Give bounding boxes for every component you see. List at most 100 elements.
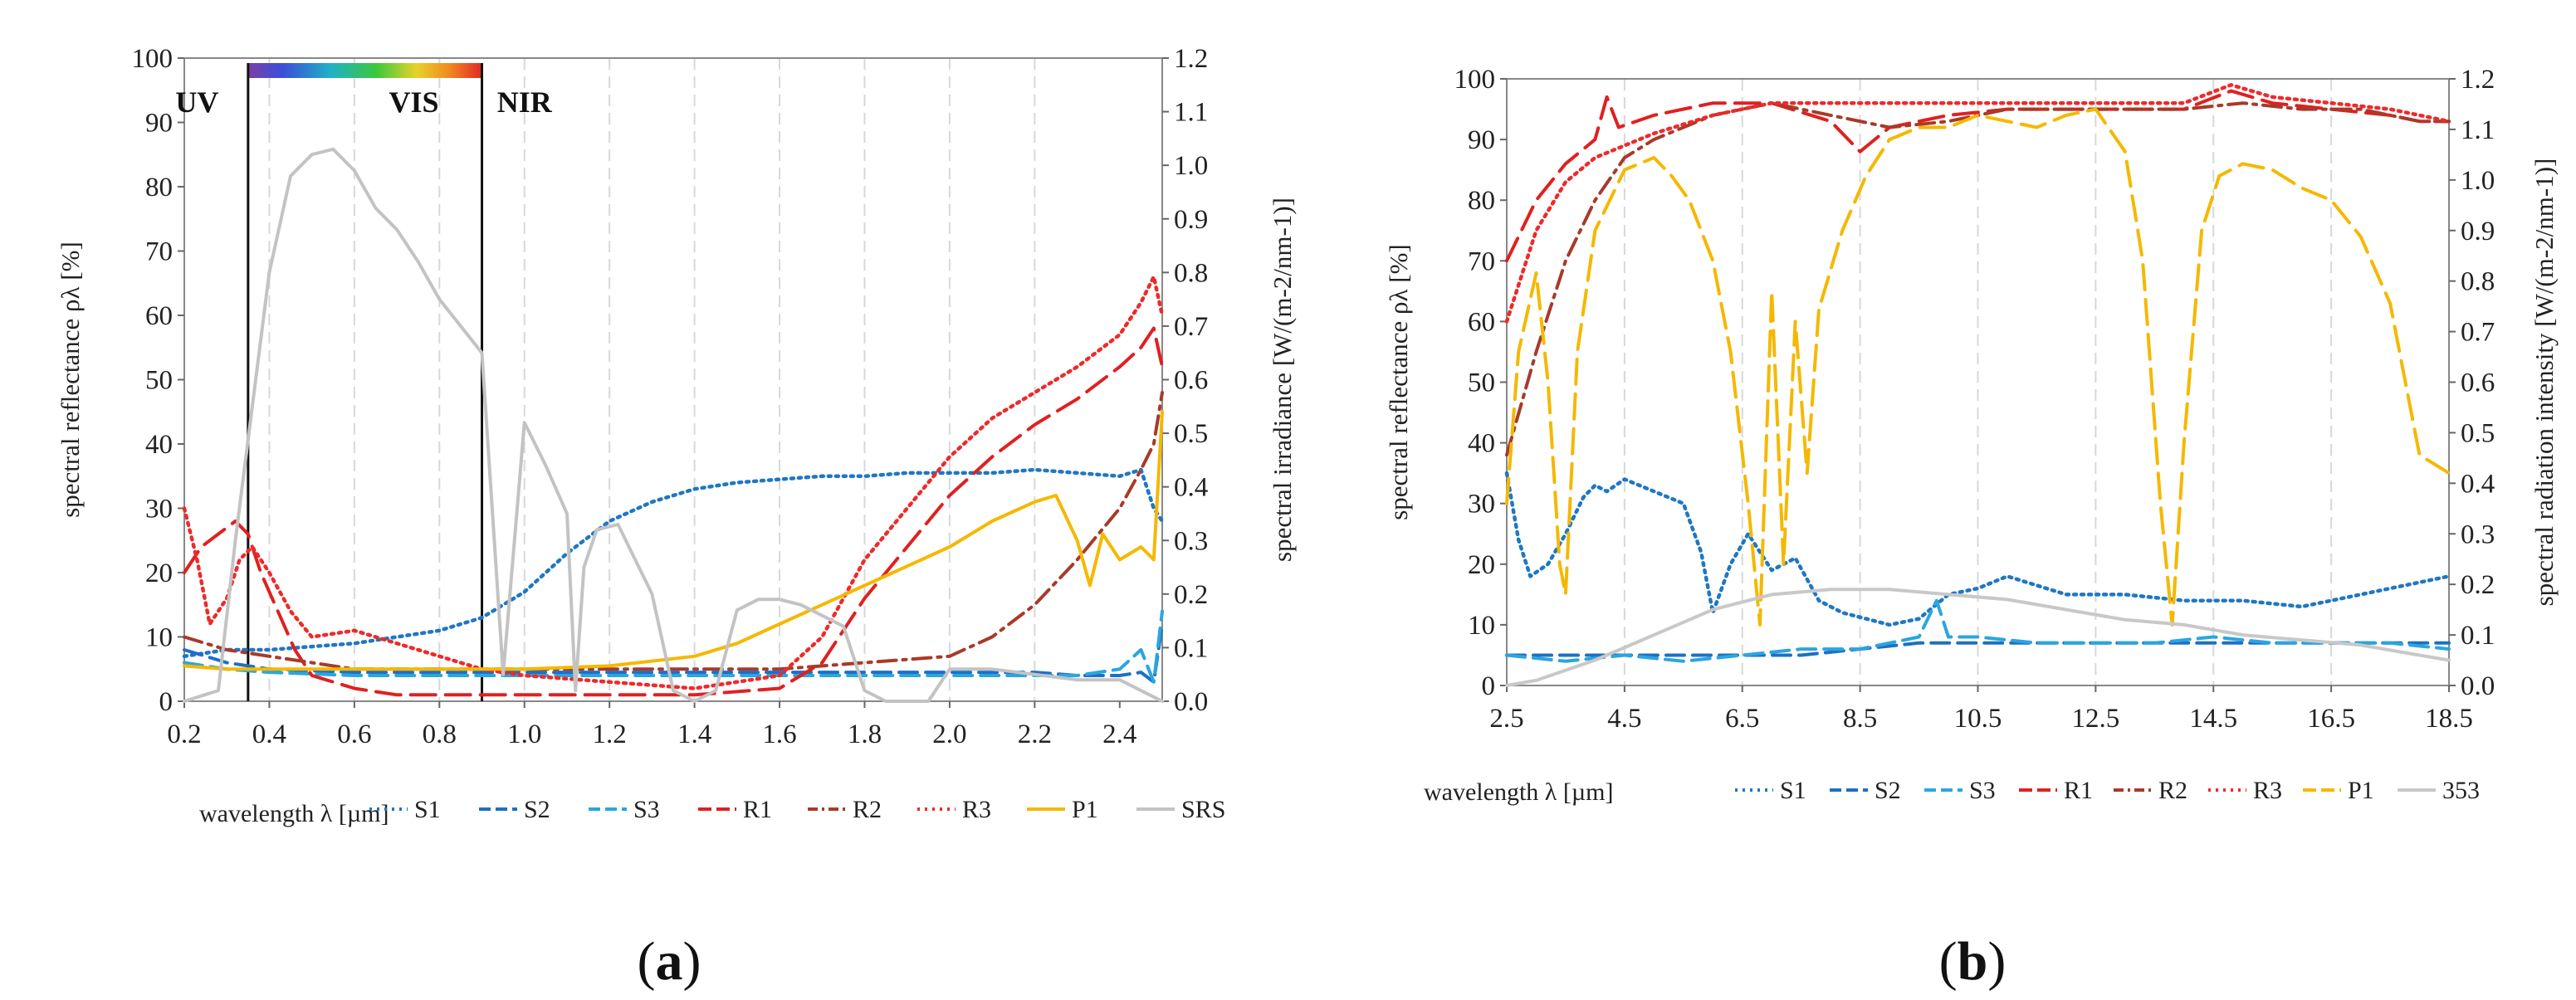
panel-a-chart: 0 10 20 30 40 50 60 70 80 90 100 0.0 0.1 0.2 0.3 0.4 0.5… xyxy=(56,44,1297,992)
x-tick-label-14.5: 14.5 xyxy=(2189,704,2237,734)
panel-label-open-paren: ( xyxy=(1939,931,1958,992)
y2-tick-label-0.5: 0.5 xyxy=(2461,418,2495,448)
series-line-353 xyxy=(1505,588,2451,687)
y-tick-label-60: 60 xyxy=(1468,307,1495,337)
panel-label-b: (b) xyxy=(1939,931,2007,992)
y2-tick-label-1.2: 1.2 xyxy=(1174,44,1208,74)
y2-tick-label-1.2: 1.2 xyxy=(2461,65,2495,95)
y-tick-label-80: 80 xyxy=(145,173,173,202)
y-tick-label-30: 30 xyxy=(1468,490,1495,520)
legend-label-r2: R2 xyxy=(2158,777,2187,804)
y-tick-label-0: 0 xyxy=(1482,671,1496,701)
y-axis-title: spectral reflectance ρλ [%] xyxy=(1384,244,1413,520)
x-tick-label-12.5: 12.5 xyxy=(2072,704,2120,734)
plot-frame xyxy=(183,57,1163,702)
y-tick-label-40: 40 xyxy=(145,430,173,460)
y-tick-label-0: 0 xyxy=(159,687,174,717)
y-tick-label-100: 100 xyxy=(132,44,174,74)
x-axis-title: wavelength λ [µm] xyxy=(1424,778,1613,806)
legend-label-r3: R3 xyxy=(2253,777,2282,804)
series-line-s2 xyxy=(183,622,1164,684)
x-tick-label-2.2: 2.2 xyxy=(1018,720,1052,749)
series-group xyxy=(182,147,1165,703)
y-tick-label-70: 70 xyxy=(1468,246,1495,276)
legend-label-r2: R2 xyxy=(853,796,882,823)
y-tick-label-90: 90 xyxy=(1468,125,1495,155)
legend-label-p1: P1 xyxy=(2348,777,2374,804)
series-line-srs xyxy=(183,147,1164,703)
y2-tick-label-1.0: 1.0 xyxy=(2461,166,2495,196)
x-tick-label-1.6: 1.6 xyxy=(762,720,796,749)
legend-label-r1: R1 xyxy=(2064,777,2093,804)
x-tick-label-2.4: 2.4 xyxy=(1102,720,1136,749)
x-tick-label-2.5: 2.5 xyxy=(1489,704,1523,734)
legend-label-s3: S3 xyxy=(1969,777,1996,804)
y2-axis-title: spectral radiation intensity [W/(m-2/nm-… xyxy=(2530,159,2559,607)
series-line-s3 xyxy=(1505,598,2451,663)
y2-tick-label-0.3: 0.3 xyxy=(2461,520,2495,549)
y-tick-label-50: 50 xyxy=(1468,368,1495,398)
y2-axis-title: spectral irradiance [W/(m-2/nm-1)] xyxy=(1268,198,1297,562)
y-tick-label-10: 10 xyxy=(145,623,173,653)
x-tick-label-1.2: 1.2 xyxy=(593,720,627,749)
legend-label-s1: S1 xyxy=(1780,777,1806,804)
y-tick-label-60: 60 xyxy=(145,301,173,331)
y2-tick-label-0.5: 0.5 xyxy=(1174,419,1208,449)
x-tick-label-0.2: 0.2 xyxy=(167,720,201,749)
y2-tick-label-0.9: 0.9 xyxy=(2461,217,2495,246)
y-tick-label-80: 80 xyxy=(1468,186,1495,216)
legend-label-srs: SRS xyxy=(1181,796,1225,823)
y2-tick-label-0.0: 0.0 xyxy=(2461,671,2495,701)
legend-label-353: 353 xyxy=(2442,777,2480,804)
y-axis-title: spectral reflectance ρλ [%] xyxy=(56,241,85,518)
y-tick-label-10: 10 xyxy=(1468,611,1495,641)
legend-label-s2: S2 xyxy=(524,796,550,823)
region-label-uv: UV xyxy=(175,85,218,119)
x-axis-title: wavelength λ [µm] xyxy=(199,800,389,827)
panel-b-chart: 0 10 20 30 40 50 60 70 80 90 100 0.0 0.1 0.2 0.3 0.4 0.5… xyxy=(1384,65,2559,992)
x-tick-label-2.0: 2.0 xyxy=(932,720,966,749)
y2-tick-label-0.1: 0.1 xyxy=(1174,633,1208,663)
y2-tick-label-1.1: 1.1 xyxy=(1174,98,1208,128)
legend-label-p1: P1 xyxy=(1072,796,1098,823)
y2-tick-label-0.1: 0.1 xyxy=(2461,621,2495,651)
x-tick-label-16.5: 16.5 xyxy=(2307,704,2355,734)
series-line-s1 xyxy=(1504,471,2451,627)
y-tick-label-20: 20 xyxy=(1468,550,1495,580)
y2-tick-label-0.7: 0.7 xyxy=(2461,318,2495,348)
x-tick-label-6.5: 6.5 xyxy=(1725,704,1759,734)
series-line-s1 xyxy=(182,467,1165,659)
series-line-p1 xyxy=(183,410,1164,671)
panel-label-open-paren: ( xyxy=(638,931,656,992)
x-tick-label-18.5: 18.5 xyxy=(2425,704,2473,734)
visible-spectrum-bar xyxy=(247,63,482,78)
legend-label-r3: R3 xyxy=(962,796,991,823)
y2-tick-label-0.8: 0.8 xyxy=(2461,267,2495,297)
panel-label-letter: a xyxy=(656,931,683,992)
series-line-r1 xyxy=(183,326,1164,697)
x-tick-label-1.0: 1.0 xyxy=(507,720,541,749)
legend-label-s3: S3 xyxy=(633,796,660,823)
series-line-r3 xyxy=(1504,83,2451,324)
panel-label-letter: b xyxy=(1958,931,1988,992)
series-line-r2 xyxy=(183,391,1164,671)
region-label-vis: VIS xyxy=(389,85,439,119)
y2-tick-label-0.6: 0.6 xyxy=(1174,366,1208,396)
series-group xyxy=(1504,83,2451,687)
x-tick-label-1.4: 1.4 xyxy=(677,720,711,749)
x-tick-label-0.6: 0.6 xyxy=(337,720,371,749)
y2-tick-label-0.2: 0.2 xyxy=(1174,580,1208,610)
panel-label-close-paren: ) xyxy=(1987,931,2006,992)
y-tick-label-40: 40 xyxy=(1468,429,1495,459)
y2-tick-label-0.4: 0.4 xyxy=(1174,473,1208,503)
y-tick-label-30: 30 xyxy=(145,495,173,524)
y2-tick-label-0.9: 0.9 xyxy=(1174,205,1208,235)
y2-tick-label-1.0: 1.0 xyxy=(1174,151,1208,181)
region-label-nir: NIR xyxy=(497,85,553,119)
series-line-p1 xyxy=(1505,107,2451,627)
series-line-r2 xyxy=(1505,101,2451,457)
x-tick-label-0.8: 0.8 xyxy=(423,720,457,749)
y2-tick-label-0.2: 0.2 xyxy=(2461,570,2495,600)
y2-tick-label-0.0: 0.0 xyxy=(1174,687,1208,717)
